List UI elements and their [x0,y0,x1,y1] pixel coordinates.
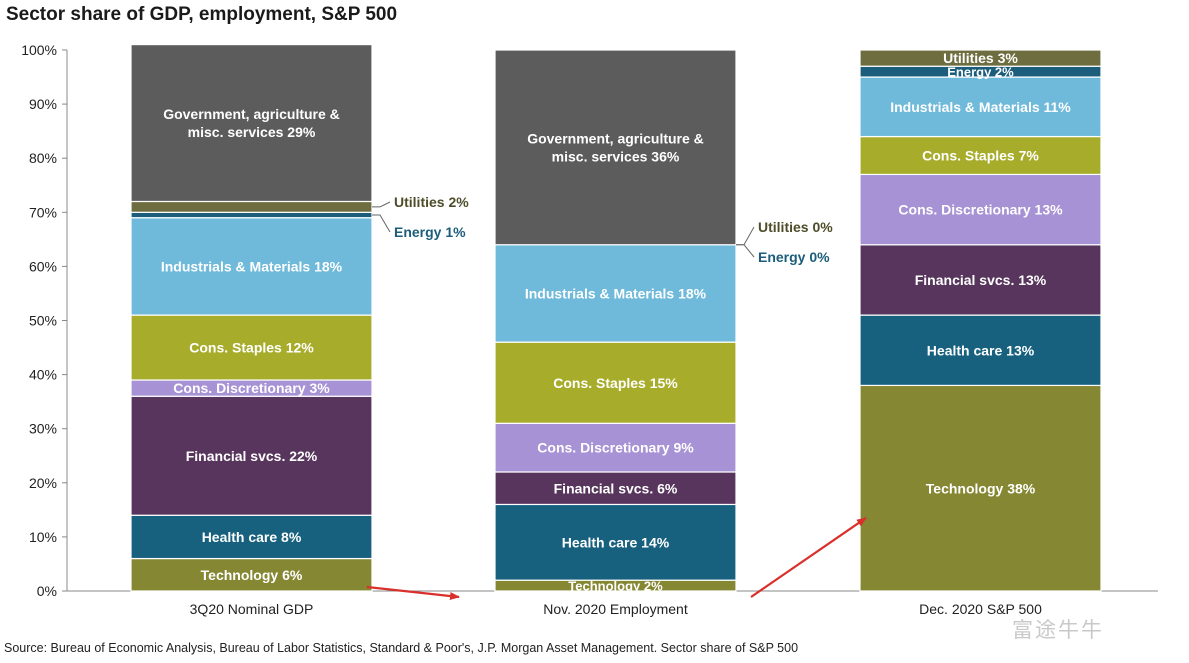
bar-segment-energy [130,211,373,219]
callout-leader-energy [372,214,391,233]
axis-layer: 0% 10% 20% 30% 40% 50% 60% 70% 80% 90% 100% 3Q20 No… [21,42,1158,617]
segment-label-government: Government, agriculture & misc. services … [527,130,704,164]
segment-label-industrials: Industrials & Materials 18% [525,285,707,301]
callout-leader-utilities [372,201,391,208]
segment-label-cons_staples: Cons. Staples 7% [922,148,1039,164]
y-tick-label: 60% [29,258,57,274]
bar-segment-industrials [130,217,373,316]
x-category-label: Dec. 2020 S&P 500 [919,601,1042,617]
segment-label-line: Utilities 3% [943,50,1018,66]
annotation-arrow [366,585,460,601]
segment-label-industrials: Industrials & Materials 18% [161,258,343,274]
segment-label-line: Industrials & Materials 11% [890,99,1071,115]
y-tick-label: 90% [29,96,57,112]
bar-segment-utilities [130,200,373,213]
bar-segment-utilities [859,49,1102,67]
y-tick-label: 50% [29,313,57,329]
segment-label-line: misc. services 29% [188,124,316,140]
segment-label-technology: Technology 38% [926,480,1036,496]
segment-label-energy: Energy 2% [947,64,1014,79]
bar-segment-health_care [494,503,737,581]
segment-label-line: Government, agriculture & [527,130,704,146]
bars-layer [130,43,1102,592]
callout-label-energy: Energy 1% [394,224,466,240]
segment-label-cons_discretionary: Cons. Discretionary 9% [537,440,694,456]
segment-label-line: Cons. Staples 7% [922,148,1039,164]
segment-label-line: Financial svcs. 6% [554,480,678,496]
bar-segment-industrials [494,244,737,343]
y-tick-label: 0% [37,583,57,599]
callout-label-utilities: Utilities 2% [394,194,469,210]
segment-label-line: Cons. Staples 12% [189,340,314,356]
bar-segment-cons_discretionary [859,173,1102,246]
watermark: 富途牛牛 [1012,619,1104,642]
segment-label-line: Industrials & Materials 18% [525,285,707,301]
bar-segment-cons_discretionary [494,422,737,473]
segment-label-cons_discretionary: Cons. Discretionary 13% [898,202,1063,218]
bar-segment-technology [859,384,1102,592]
segment-label-line: Technology 38% [926,480,1036,496]
segment-label-cons_staples: Cons. Staples 15% [553,375,678,391]
segment-labels-layer: Technology 6% Health care 8% Financial svc… [161,50,1071,593]
segment-label-line: Technology 6% [201,567,303,583]
segment-label-technology: Technology 2% [568,578,663,593]
y-tick-label: 70% [29,204,57,220]
y-tick-label: 30% [29,421,57,437]
segment-label-technology: Technology 6% [201,567,303,583]
bar-segment-health_care [859,314,1102,387]
segment-label-financial: Financial svcs. 22% [186,448,318,464]
annotation-arrows-layer [366,517,867,601]
segment-label-line: misc. services 36% [552,148,680,164]
segment-label-line: Health care 13% [927,342,1035,358]
bar-segment-cons_staples [494,341,737,424]
segment-label-cons_discretionary: Cons. Discretionary 3% [173,380,330,396]
segment-label-line: Cons. Staples 15% [553,375,678,391]
segment-label-financial: Financial svcs. 6% [554,480,678,496]
chart-title: Sector share of GDP, employment, S&P 500 [6,4,398,25]
y-tick-label: 10% [29,529,57,545]
callout-leader-utilities [736,226,755,246]
callout-layer: Utilities 2% Energy 1% Utilities 0% Energy … [372,194,833,265]
segment-label-financial: Financial svcs. 13% [915,272,1047,288]
bar-segment-financial [859,244,1102,316]
segment-label-line: Health care 8% [202,529,302,545]
y-tick-label: 80% [29,150,57,166]
segment-label-utilities: Utilities 3% [943,50,1018,66]
segment-label-government: Government, agriculture & misc. services … [163,106,340,140]
bar-segment-health_care [130,514,373,560]
segment-label-line: Financial svcs. 22% [186,448,318,464]
y-tick-label: 20% [29,475,57,491]
segment-label-cons_staples: Cons. Staples 12% [189,340,314,356]
x-category-label: Nov. 2020 Employment [543,601,688,617]
segment-label-industrials: Industrials & Materials 11% [890,99,1071,115]
y-tick-label: 100% [21,42,57,58]
bar-segment-cons_staples [130,314,373,381]
bar-segment-government [130,43,373,203]
bar-segment-financial [494,471,737,506]
segment-label-line: Cons. Discretionary 9% [537,440,694,456]
segment-label-health_care: Health care 8% [202,529,302,545]
segment-label-line: Government, agriculture & [163,106,340,122]
bar-segment-government [494,49,737,246]
segment-label-line: Health care 14% [562,534,670,550]
callout-label-utilities: Utilities 0% [758,219,833,235]
source-note: Source: Bureau of Economic Analysis, Bur… [4,641,799,655]
segment-label-line: Cons. Discretionary 13% [898,202,1063,218]
segment-label-health_care: Health care 14% [562,534,670,550]
callout-leader-energy [736,244,755,258]
segment-label-line: Financial svcs. 13% [915,272,1047,288]
segment-label-line: Energy 2% [947,64,1014,79]
segment-label-line: Cons. Discretionary 3% [173,380,330,396]
segment-label-line: Technology 2% [568,578,663,593]
segment-label-health_care: Health care 13% [927,342,1035,358]
bar-segment-technology [130,557,373,592]
y-tick-label: 40% [29,367,57,383]
annotation-arrow [750,517,867,598]
segment-label-line: Industrials & Materials 18% [161,258,343,274]
x-category-label: 3Q20 Nominal GDP [190,601,314,617]
callout-label-energy: Energy 0% [758,249,830,265]
